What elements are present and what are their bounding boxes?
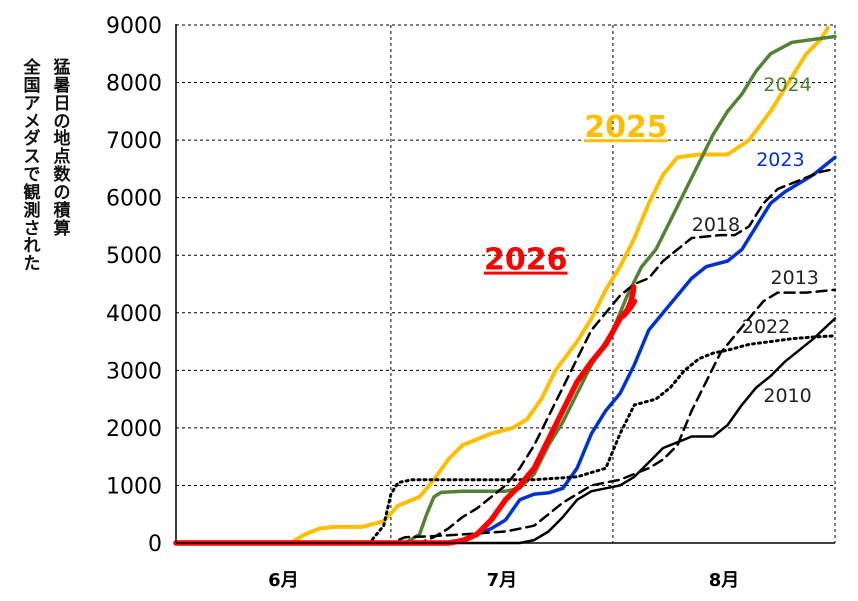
y-tick-label: 2000: [106, 417, 162, 442]
y-tick-label: 9000: [106, 14, 162, 39]
series-line-2022: [174, 334, 837, 545]
y-tick-label: 8000: [106, 72, 162, 97]
series-label-2023: 2023: [756, 149, 804, 171]
y-tick-label: 1000: [106, 474, 162, 499]
y-tick-label: 0: [148, 532, 162, 557]
series-line-2025: [174, 25, 830, 545]
x-month-label: 8月: [709, 570, 740, 591]
series-label-2026: 2026: [484, 243, 568, 278]
x-month-label: 6月: [268, 570, 299, 591]
grid: [176, 24, 836, 543]
y-tick-label: 4000: [106, 302, 162, 327]
series-line-2026: [173, 284, 638, 546]
y-tick-label: 6000: [106, 187, 162, 212]
series-label-2018: 2018: [692, 214, 740, 236]
axes: 0 1000 2000 3000 4000 5000 6000 7000 8000 9000 6月 7…: [106, 14, 835, 591]
series-label-2024: 2024: [763, 74, 811, 96]
series-label-2025: 2025: [584, 110, 668, 145]
series-labels: 2025 2026 2024 2023 2018 2013 2022 2010: [484, 74, 819, 407]
series-label-2010: 2010: [763, 385, 811, 407]
series-label-2013: 2013: [771, 267, 819, 289]
series-line-2023: [174, 155, 837, 545]
series-line-2010: [174, 317, 837, 545]
x-month-label: 7月: [487, 570, 518, 591]
series-label-2022: 2022: [742, 316, 790, 338]
series-line-2024: [174, 34, 837, 545]
y-tick-label: 5000: [106, 244, 162, 269]
y-tick-label: 7000: [106, 129, 162, 154]
series-line-2018: [174, 167, 837, 545]
y-tick-label: 3000: [106, 359, 162, 384]
y-axis-title-line2: 猛暑日の地点数の積算: [53, 58, 71, 239]
y-axis-title-line1: 全国アメダスで観測された: [23, 58, 41, 275]
series-line-2013: [174, 288, 837, 545]
series-lines: [173, 25, 837, 546]
